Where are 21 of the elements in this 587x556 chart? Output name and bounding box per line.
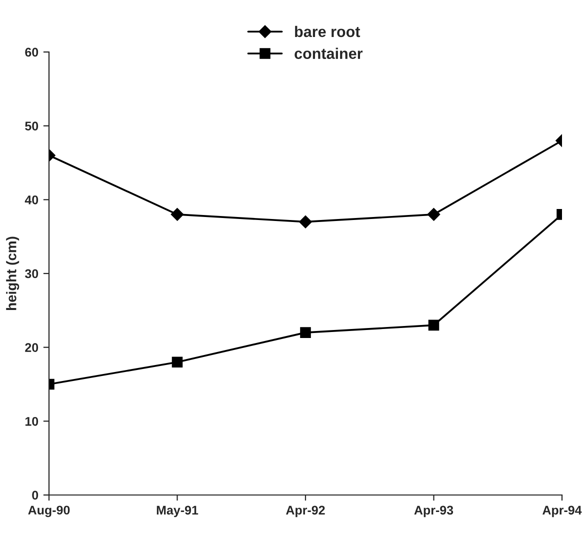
y-tick-label: 10	[25, 416, 38, 426]
point	[170, 208, 184, 221]
x-tick-label: May-91	[156, 506, 198, 518]
point	[428, 320, 440, 331]
x-tick-label: Apr-93	[414, 506, 454, 518]
y-tick-label: 30	[24, 269, 38, 278]
y-tick-label: 60	[25, 48, 38, 57]
x-tick-label: Aug-90	[28, 506, 70, 518]
y-tick-label: 50	[25, 122, 38, 130]
y-tick-label: 20	[25, 343, 38, 352]
point	[172, 356, 183, 368]
y-axis-title: height (cm)	[6, 236, 20, 310]
point	[300, 327, 311, 338]
legend-label: container	[294, 48, 363, 59]
point	[427, 208, 440, 221]
y-tick-label: 0	[32, 490, 38, 500]
x-tick-label: Apr-94	[542, 506, 582, 518]
y-tick-label: 40	[24, 195, 38, 204]
point	[299, 215, 312, 228]
x-tick-label: Apr-92	[286, 506, 325, 518]
legend-label: bare root	[295, 26, 360, 38]
